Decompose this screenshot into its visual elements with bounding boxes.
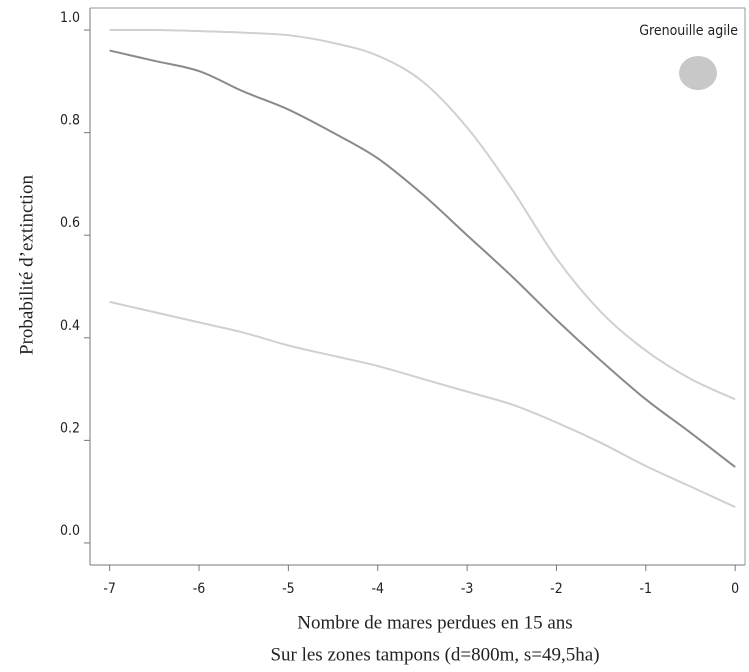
x-tick-label: -7 <box>103 581 116 597</box>
series-line <box>109 49 736 468</box>
y-tick-label: 0.4 <box>60 318 80 334</box>
y-tick-label: 0.0 <box>60 523 80 539</box>
series-line <box>109 300 736 508</box>
x-tick-label: -3 <box>461 581 474 597</box>
y-tick-label: 0.2 <box>60 420 80 436</box>
x-axis-label: Nombre de mares perdues en 15 ans <box>297 612 572 633</box>
x-axis-note: Sur les zones tampons (d=800m, s=49,5ha) <box>270 644 599 665</box>
y-tick-label: 0.8 <box>60 113 80 129</box>
x-tick-label: -4 <box>371 581 384 597</box>
x-tick-label: -2 <box>550 581 563 597</box>
legend-marker <box>679 56 717 90</box>
x-tick-label: -1 <box>640 581 653 597</box>
plot-frame <box>90 7 746 565</box>
y-axis-label: Probabilité d’extinction <box>16 175 37 355</box>
legend-label: Grenouille agile <box>639 23 738 39</box>
y-tick-label: 0.6 <box>60 215 80 231</box>
x-tick-label: 0 <box>731 581 739 597</box>
series-line <box>109 28 736 401</box>
x-tick-label: -5 <box>282 581 295 597</box>
y-tick-label: 1.0 <box>60 10 80 26</box>
x-tick-label: -6 <box>193 581 206 597</box>
